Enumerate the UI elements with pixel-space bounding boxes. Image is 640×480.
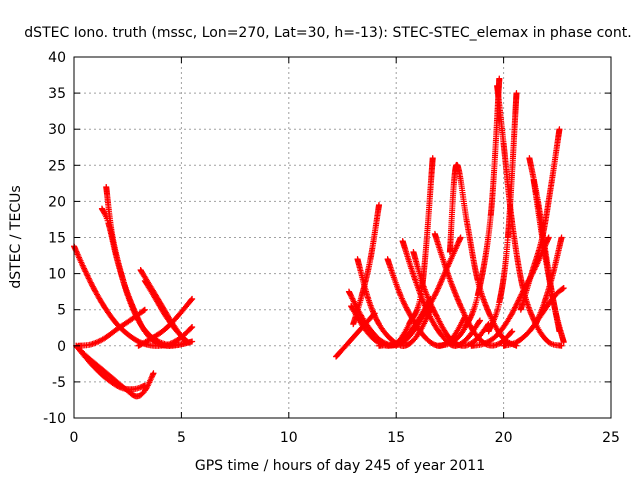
data-point	[545, 234, 552, 241]
data-point	[457, 234, 464, 241]
data-point	[560, 339, 567, 346]
x-tick-label: 0	[70, 430, 79, 446]
data-point	[558, 234, 565, 241]
data-point	[476, 317, 483, 324]
data-point	[189, 295, 196, 302]
data-point	[184, 338, 191, 345]
data-point	[141, 382, 148, 389]
data-point	[513, 90, 520, 97]
data-point	[430, 307, 437, 314]
data-point	[496, 75, 503, 82]
series	[75, 306, 148, 349]
data-point	[454, 241, 461, 248]
data-point	[432, 290, 439, 297]
y-tick-label: 0	[57, 339, 66, 355]
series	[494, 82, 565, 349]
series	[73, 342, 157, 400]
data-point	[431, 308, 438, 315]
data-point	[433, 288, 440, 295]
y-axis-label: dSTEC / TECUs	[8, 185, 24, 288]
axis-ticks: 0 5 10 15 20 25 -10 -5 0 5 10 15 20 25 30 35 40	[43, 50, 620, 446]
grid	[74, 57, 611, 418]
series	[485, 90, 520, 335]
data-point	[85, 274, 92, 281]
data-point	[430, 306, 437, 313]
data-point	[137, 320, 144, 327]
data-point	[150, 370, 157, 377]
data-point	[429, 155, 436, 162]
data-point	[100, 209, 107, 216]
data-point	[153, 340, 160, 347]
data-point	[428, 303, 435, 310]
data-point	[136, 318, 143, 325]
data-point	[148, 374, 155, 381]
chart-title: dSTEC Iono. truth (mssc, Lon=270, Lat=30…	[24, 25, 631, 41]
y-tick-label: 40	[48, 50, 66, 66]
y-tick-label: -10	[43, 411, 66, 427]
series	[141, 277, 191, 346]
data-point	[87, 278, 94, 285]
data-point	[84, 272, 91, 279]
y-tick-label: 25	[48, 158, 66, 174]
data-point	[429, 304, 436, 311]
data-marks	[71, 75, 567, 400]
x-tick-label: 5	[177, 430, 186, 446]
x-tick-label: 10	[280, 430, 298, 446]
series	[436, 75, 503, 349]
data-point	[434, 286, 441, 293]
data-point	[508, 328, 515, 335]
data-point	[189, 324, 196, 331]
series	[393, 155, 436, 349]
data-point	[135, 317, 142, 324]
x-tick-label: 25	[602, 430, 620, 446]
data-point	[85, 275, 92, 282]
y-tick-label: -5	[52, 375, 66, 391]
series	[410, 248, 492, 349]
data-point	[141, 306, 148, 313]
series	[532, 234, 565, 328]
y-tick-label: 30	[48, 122, 66, 138]
data-point	[184, 339, 191, 346]
data-point	[556, 328, 563, 335]
data-point	[556, 126, 563, 133]
data-point	[433, 289, 440, 296]
data-point	[81, 265, 88, 272]
series	[135, 295, 196, 349]
x-axis-label: GPS time / hours of day 245 of year 2011	[195, 458, 485, 474]
data-point	[376, 202, 383, 209]
x-tick-label: 15	[387, 430, 405, 446]
series	[73, 342, 148, 393]
x-tick-label: 20	[495, 430, 513, 446]
y-tick-label: 10	[48, 267, 66, 283]
y-tick-label: 15	[48, 231, 66, 247]
y-tick-label: 35	[48, 86, 66, 102]
series	[446, 161, 520, 349]
data-point	[489, 319, 496, 326]
data-point	[89, 282, 96, 289]
y-tick-label: 5	[57, 303, 66, 319]
y-tick-label: 20	[48, 194, 66, 210]
data-point	[88, 280, 95, 287]
data-point	[87, 279, 94, 286]
data-point	[347, 292, 354, 299]
data-point	[509, 328, 516, 335]
data-point	[86, 276, 93, 283]
series	[517, 126, 563, 313]
series	[350, 202, 383, 328]
data-point	[558, 342, 565, 349]
data-point	[188, 324, 195, 331]
data-point	[560, 285, 567, 292]
